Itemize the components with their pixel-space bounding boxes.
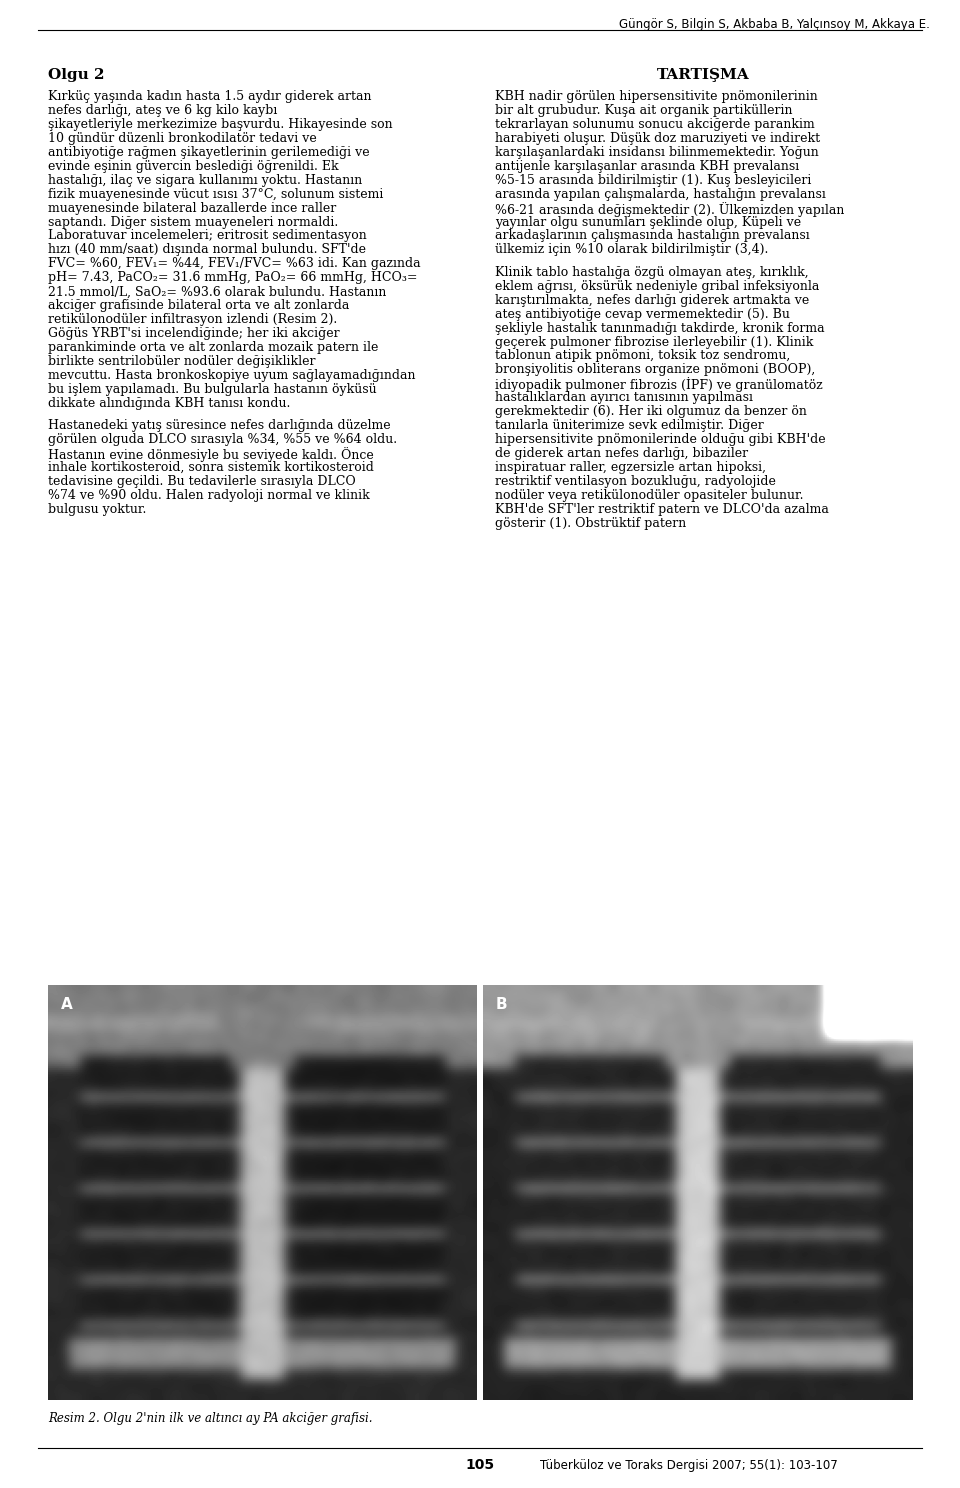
Text: Göğüs YRBT'si incelendiğinde; her iki akciğer: Göğüs YRBT'si incelendiğinde; her iki ak… [48, 327, 340, 341]
Text: dikkate alındığında KBH tanısı kondu.: dikkate alındığında KBH tanısı kondu. [48, 397, 290, 409]
Text: parankiminde orta ve alt zonlarda mozaik patern ile: parankiminde orta ve alt zonlarda mozaik… [48, 341, 378, 354]
Text: hızı (40 mm/saat) dışında normal bulundu. SFT'de: hızı (40 mm/saat) dışında normal bulundu… [48, 244, 366, 256]
Text: %6-21 arasında değişmektedir (2). Ülkemizden yapılan: %6-21 arasında değişmektedir (2). Ülkemi… [495, 201, 845, 217]
Text: pH= 7.43, PaCO₂= 31.6 mmHg, PaO₂= 66 mmHg, HCO₃=: pH= 7.43, PaCO₂= 31.6 mmHg, PaO₂= 66 mmH… [48, 271, 418, 284]
Text: hastalığı, ilaç ve sigara kullanımı yoktu. Hastanın: hastalığı, ilaç ve sigara kullanımı yokt… [48, 174, 362, 186]
Text: 21.5 mmol/L, SaO₂= %93.6 olarak bulundu. Hastanın: 21.5 mmol/L, SaO₂= %93.6 olarak bulundu.… [48, 286, 386, 298]
Text: 105: 105 [466, 1458, 494, 1472]
Text: tekrarlayan solunumu sonucu akciğerde parankim: tekrarlayan solunumu sonucu akciğerde pa… [495, 118, 815, 131]
Text: karıştırılmakta, nefes darlığı giderek artmakta ve: karıştırılmakta, nefes darlığı giderek a… [495, 293, 809, 307]
Text: Güngör S, Bilgin S, Akbaba B, Yalçınsoy M, Akkaya E.: Güngör S, Bilgin S, Akbaba B, Yalçınsoy … [619, 18, 930, 31]
Text: de giderek artan nefes darlığı, bibaziler: de giderek artan nefes darlığı, bibazile… [495, 446, 748, 460]
Text: bu işlem yapılamadı. Bu bulgularla hastanın öyküsü: bu işlem yapılamadı. Bu bulgularla hasta… [48, 382, 376, 396]
Text: 10 gündür düzenli bronkodilatör tedavi ve: 10 gündür düzenli bronkodilatör tedavi v… [48, 132, 317, 144]
Text: bir alt grubudur. Kuşa ait organik partiküllerin: bir alt grubudur. Kuşa ait organik parti… [495, 104, 793, 118]
Text: hipersensitivite pnömonilerinde olduğu gibi KBH'de: hipersensitivite pnömonilerinde olduğu g… [495, 433, 826, 446]
Text: KBH'de SFT'ler restriktif patern ve DLCO'da azalma: KBH'de SFT'ler restriktif patern ve DLCO… [495, 503, 828, 516]
Text: %5-15 arasında bildirilmiştir (1). Kuş besleyicileri: %5-15 arasında bildirilmiştir (1). Kuş b… [495, 174, 811, 186]
Text: nodüler veya retikülonodüler opasiteler bulunur.: nodüler veya retikülonodüler opasiteler … [495, 490, 804, 501]
Text: antibiyotiğe rağmen şikayetlerinin gerilemediği ve: antibiyotiğe rağmen şikayetlerinin geril… [48, 146, 370, 159]
Text: tablonun atipik pnömoni, toksik toz sendromu,: tablonun atipik pnömoni, toksik toz send… [495, 350, 790, 363]
Text: idiyopadik pulmoner fibrozis (İPF) ve granülomatöz: idiyopadik pulmoner fibrozis (İPF) ve gr… [495, 378, 823, 393]
Text: Laboratuvar incelemeleri; eritrosit sedimentasyon: Laboratuvar incelemeleri; eritrosit sedi… [48, 229, 367, 243]
Text: gerekmektedir (6). Her iki olgumuz da benzer ön: gerekmektedir (6). Her iki olgumuz da be… [495, 405, 806, 418]
Text: Hastanedeki yatış süresince nefes darlığında düzelme: Hastanedeki yatış süresince nefes darlığ… [48, 420, 391, 432]
Text: Olgu 2: Olgu 2 [48, 68, 105, 82]
Text: hastalıklardan ayırıcı tanısının yapılması: hastalıklardan ayırıcı tanısının yapılma… [495, 391, 753, 405]
Text: şekliyle hastalık tanınmadığı takdirde, kronik forma: şekliyle hastalık tanınmadığı takdirde, … [495, 321, 825, 335]
Text: eklem ağrısı, öksürük nedeniyle gribal infeksiyonla: eklem ağrısı, öksürük nedeniyle gribal i… [495, 280, 820, 293]
Text: yayınlar olgu sunumları şeklinde olup, Küpeli ve: yayınlar olgu sunumları şeklinde olup, K… [495, 216, 802, 229]
Text: FVC= %60, FEV₁= %44, FEV₁/FVC= %63 idi. Kan gazında: FVC= %60, FEV₁= %44, FEV₁/FVC= %63 idi. … [48, 257, 420, 271]
Text: restriktif ventilasyon bozukluğu, radyolojide: restriktif ventilasyon bozukluğu, radyol… [495, 475, 776, 488]
Text: ülkemiz için %10 olarak bildirilmiştir (3,4).: ülkemiz için %10 olarak bildirilmiştir (… [495, 244, 768, 256]
Text: akciğer grafisinde bilateral orta ve alt zonlarda: akciğer grafisinde bilateral orta ve alt… [48, 299, 349, 312]
Text: arasında yapılan çalışmalarda, hastalığın prevalansı: arasında yapılan çalışmalarda, hastalığı… [495, 187, 826, 201]
Text: Hastanın evine dönmesiyle bu seviyede kaldı. Önce: Hastanın evine dönmesiyle bu seviyede ka… [48, 446, 373, 463]
Text: birlikte sentrilobüler nodüler değişiklikler: birlikte sentrilobüler nodüler değişikli… [48, 356, 316, 368]
Text: şikayetleriyle merkezimize başvurdu. Hikayesinde son: şikayetleriyle merkezimize başvurdu. Hik… [48, 118, 393, 131]
Text: inspiratuar raller, egzersizle artan hipoksi,: inspiratuar raller, egzersizle artan hip… [495, 461, 766, 475]
Text: Resim 2. Olgu 2'nin ilk ve altıncı ay PA akciğer grafisi.: Resim 2. Olgu 2'nin ilk ve altıncı ay PA… [48, 1412, 372, 1426]
Text: A: A [60, 997, 73, 1012]
Text: karşılaşanlardaki insidansı bilinmemektedir. Yoğun: karşılaşanlardaki insidansı bilinmemekte… [495, 146, 819, 159]
Text: saptandı. Diğer sistem muayeneleri normaldi.: saptandı. Diğer sistem muayeneleri norma… [48, 216, 338, 229]
Text: tanılarla üniterimize sevk edilmiştir. Diğer: tanılarla üniterimize sevk edilmiştir. D… [495, 420, 764, 432]
Text: KBH nadir görülen hipersensitivite pnömonilerinin: KBH nadir görülen hipersensitivite pnömo… [495, 89, 818, 103]
Text: fizik muayenesinde vücut ısısı 37°C, solunum sistemi: fizik muayenesinde vücut ısısı 37°C, sol… [48, 187, 383, 201]
Text: harabiyeti oluşur. Düşük doz maruziyeti ve indirekt: harabiyeti oluşur. Düşük doz maruziyeti … [495, 132, 820, 144]
Text: retikülonodüler infiltrasyon izlendi (Resim 2).: retikülonodüler infiltrasyon izlendi (Re… [48, 312, 337, 326]
Text: mevcuttu. Hasta bronkoskopiye uyum sağlayamadığından: mevcuttu. Hasta bronkoskopiye uyum sağla… [48, 369, 416, 382]
Text: inhale kortikosteroid, sonra sistemik kortikosteroid: inhale kortikosteroid, sonra sistemik ko… [48, 461, 373, 475]
Text: Tüberküloz ve Toraks Dergisi 2007; 55(1): 103-107: Tüberküloz ve Toraks Dergisi 2007; 55(1)… [540, 1458, 838, 1472]
Text: muayenesinde bilateral bazallerde ince raller: muayenesinde bilateral bazallerde ince r… [48, 201, 336, 214]
Text: ateş antibiyotiğe cevap vermemektedir (5). Bu: ateş antibiyotiğe cevap vermemektedir (5… [495, 308, 790, 320]
Text: antijenle karşılaşanlar arasında KBH prevalansı: antijenle karşılaşanlar arasında KBH pre… [495, 159, 800, 173]
Text: B: B [496, 997, 508, 1012]
Text: TARTIŞMA: TARTIŞMA [658, 68, 750, 82]
Text: nefes darlığı, ateş ve 6 kg kilo kaybı: nefes darlığı, ateş ve 6 kg kilo kaybı [48, 104, 277, 118]
Text: Kırküç yaşında kadın hasta 1.5 aydır giderek artan: Kırküç yaşında kadın hasta 1.5 aydır gid… [48, 89, 372, 103]
Text: görülen olguda DLCO sırasıyla %34, %55 ve %64 oldu.: görülen olguda DLCO sırasıyla %34, %55 v… [48, 433, 397, 446]
Text: Klinik tablo hastalığa özgü olmayan ateş, kırıklık,: Klinik tablo hastalığa özgü olmayan ateş… [495, 266, 808, 278]
Text: evinde eşinin güvercin beslediği öğrenildi. Ek: evinde eşinin güvercin beslediği öğrenil… [48, 159, 339, 173]
Text: tedavisine geçildi. Bu tedavilerle sırasıyla DLCO: tedavisine geçildi. Bu tedavilerle sıras… [48, 475, 356, 488]
Text: gösterir (1). Obstrüktif patern: gösterir (1). Obstrüktif patern [495, 516, 686, 530]
Text: geçerek pulmoner fibrozise ilerleyebilir (1). Klinik: geçerek pulmoner fibrozise ilerleyebilir… [495, 335, 813, 348]
Text: %74 ve %90 oldu. Halen radyoloji normal ve klinik: %74 ve %90 oldu. Halen radyoloji normal … [48, 490, 370, 501]
Text: arkadaşlarının çalışmasında hastalığın prevalansı: arkadaşlarının çalışmasında hastalığın p… [495, 229, 809, 243]
Text: bronşiyolitis obliterans organize pnömoni (BOOP),: bronşiyolitis obliterans organize pnömon… [495, 363, 815, 376]
Text: bulgusu yoktur.: bulgusu yoktur. [48, 503, 146, 516]
